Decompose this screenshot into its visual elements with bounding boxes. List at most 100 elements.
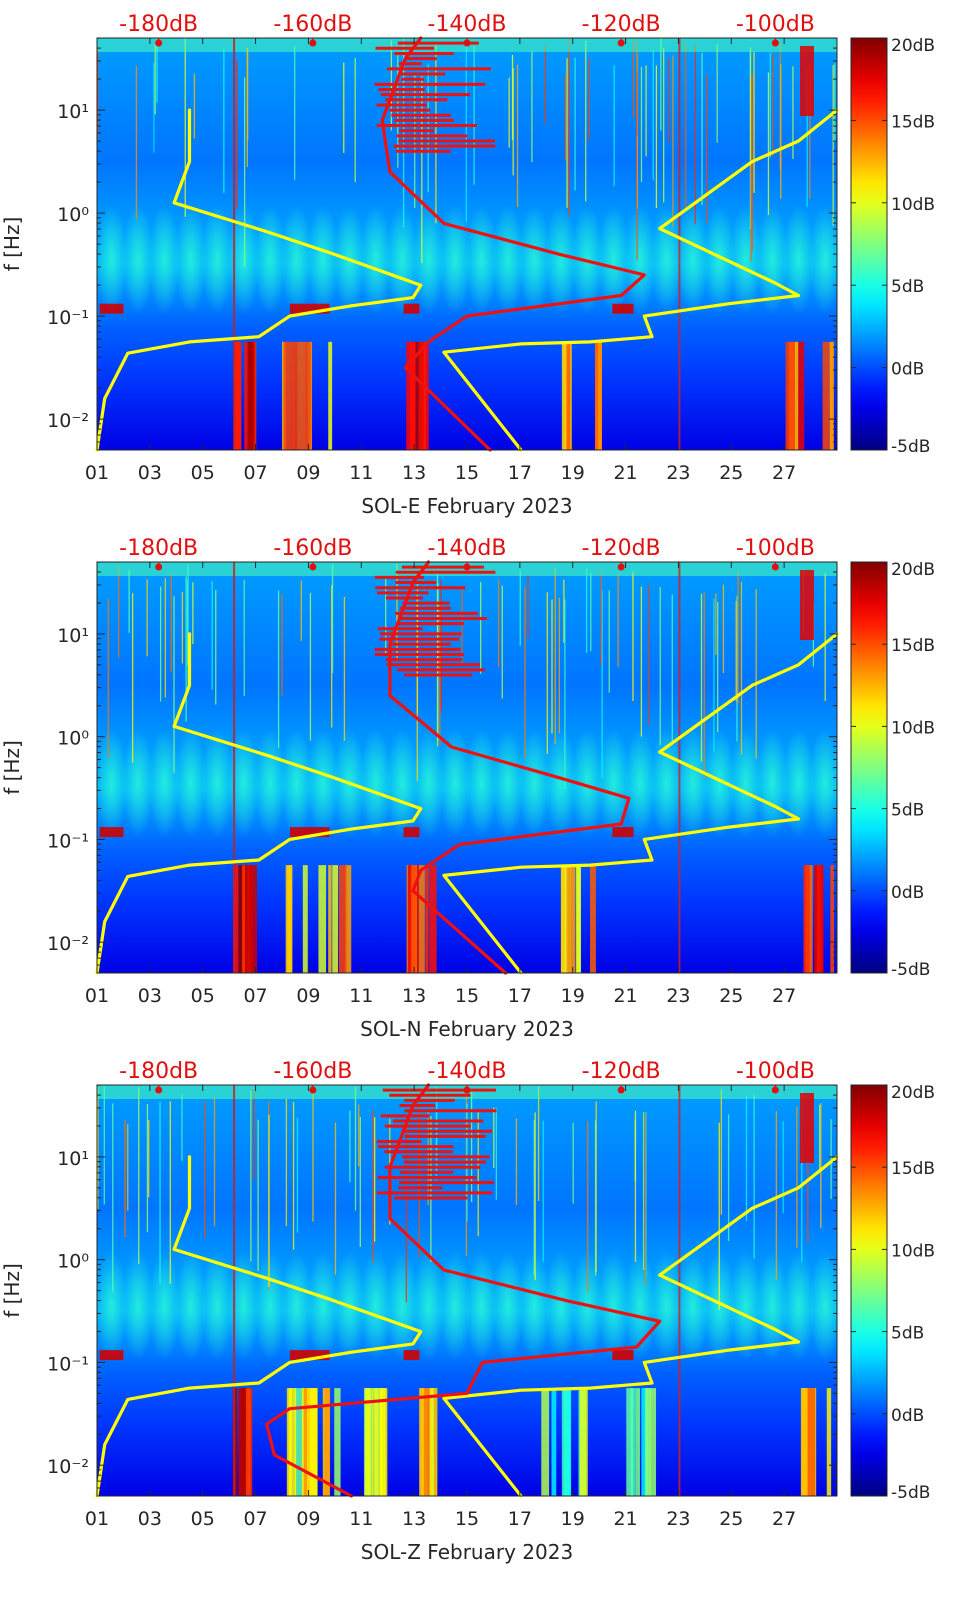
diurnal-noise-blob — [597, 1250, 630, 1361]
transient-streak — [531, 51, 533, 163]
transient-streak — [568, 38, 570, 216]
low-frequency-column — [598, 341, 603, 450]
low-frequency-column — [428, 1388, 435, 1496]
top-db-label: -160dB — [273, 1059, 352, 1084]
diurnal-noise-blob — [650, 204, 683, 315]
transient-streak — [722, 584, 725, 674]
series-nhnm — [442, 108, 839, 452]
diurnal-noise-blob — [650, 1250, 683, 1361]
transient-streak — [527, 574, 529, 638]
low-frequency-column — [406, 341, 410, 450]
transient-streak — [516, 64, 519, 207]
transient-streak — [354, 1086, 357, 1211]
transient-streak — [806, 68, 808, 207]
low-frequency-column — [801, 1388, 808, 1496]
y-tick-label: 10⁻¹ — [47, 1353, 89, 1375]
transient-streak — [187, 564, 189, 692]
low-frequency-column — [332, 865, 339, 973]
colorbar-tick-label: 15dB — [891, 112, 935, 132]
low-frequency-column — [579, 1388, 588, 1496]
transient-streak — [533, 1120, 535, 1276]
low-frequency-column — [334, 1388, 341, 1496]
diurnal-noise-blob — [439, 1250, 472, 1361]
top-db-marker — [463, 1086, 471, 1094]
diurnal-noise-blob — [491, 204, 524, 315]
colorbar-tick-label: 0dB — [891, 883, 924, 903]
diurnal-noise-blob — [174, 727, 207, 838]
top-db-marker — [771, 563, 779, 571]
transient-streak — [300, 580, 302, 641]
low-frequency-column — [287, 865, 292, 973]
low-frequency-column — [566, 341, 571, 450]
transient-streak — [416, 597, 418, 781]
transient-streak — [477, 1110, 479, 1237]
transient-streak — [421, 76, 423, 264]
transient-streak — [164, 578, 166, 698]
transient-streak — [359, 1116, 361, 1247]
transient-streak — [819, 1104, 821, 1170]
top-db-label: -140dB — [428, 1059, 507, 1084]
series-nlnm — [95, 108, 423, 452]
y-tick-label: 10⁰ — [57, 1251, 89, 1273]
transient-streak — [131, 593, 134, 763]
transient-streak — [349, 1110, 351, 1183]
transient-streak — [354, 57, 356, 183]
colorbar-tick-label: 5dB — [891, 801, 924, 821]
colorbar-tick-label: 0dB — [891, 1406, 924, 1426]
transient-streak — [755, 589, 757, 759]
transient-streak — [534, 1112, 536, 1281]
transient-streak — [594, 1120, 597, 1276]
diurnal-noise-blob — [359, 1250, 392, 1361]
top-db-marker — [155, 563, 163, 571]
top-db-label: -180dB — [119, 12, 198, 37]
transient-streak — [753, 1094, 755, 1259]
low-frequency-column — [829, 341, 835, 450]
x-tick-label: 21 — [613, 985, 637, 1007]
diurnal-noise-blob — [676, 204, 709, 315]
low-frequency-column — [242, 865, 246, 973]
transient-streak — [601, 590, 603, 778]
transient-streak — [542, 1120, 544, 1262]
microseism-band-hotspot — [99, 1350, 124, 1361]
low-frequency-column — [551, 1388, 557, 1496]
persistent-signal-line — [678, 562, 681, 973]
low-frequency-column — [379, 1388, 386, 1496]
transient-streak — [694, 44, 696, 225]
low-frequency-column — [244, 341, 250, 450]
diurnal-noise-blob — [148, 204, 181, 315]
low-frequency-column — [249, 865, 258, 973]
transient-streak — [640, 67, 643, 182]
transient-streak — [257, 1119, 259, 1272]
diurnal-noise-blob — [280, 204, 313, 315]
top-db-label: -160dB — [273, 536, 352, 561]
low-frequency-column — [822, 341, 830, 450]
diurnal-noise-blob — [703, 204, 736, 315]
x-tick-label: 11 — [349, 462, 373, 484]
low-frequency-column — [283, 341, 290, 450]
colorbar — [850, 1084, 888, 1497]
series-nhnm — [442, 632, 839, 975]
x-tick-label: 21 — [613, 1508, 637, 1530]
transient-streak — [138, 1087, 140, 1265]
transient-streak — [405, 1117, 407, 1303]
x-tick-label: 19 — [561, 462, 585, 484]
transient-streak — [736, 595, 738, 742]
transient-streak — [435, 43, 437, 224]
transient-streak — [537, 1086, 540, 1201]
transient-streak — [223, 48, 225, 193]
low-frequency-column — [429, 865, 437, 973]
top-db-marker — [309, 563, 317, 571]
diurnal-noise-blob — [359, 727, 392, 838]
diurnal-noise-blob — [676, 1250, 709, 1361]
transient-streak — [148, 1119, 150, 1198]
transient-streak — [563, 579, 565, 643]
transient-streak — [281, 594, 283, 696]
low-frequency-column — [344, 865, 352, 973]
transient-streak — [519, 570, 521, 646]
x-tick-label: 13 — [402, 985, 426, 1007]
panel-sol-z: 01 03 05 07 09 11 13 15 17 19 21 23 25 27 SOL-Z Februa… — [0, 1059, 935, 1564]
low-frequency-column — [232, 865, 239, 973]
colorbar-tick-label: 20dB — [891, 1083, 935, 1103]
colorbar-tick-label: 20dB — [891, 560, 935, 580]
microseism-band-hotspot — [612, 303, 634, 314]
